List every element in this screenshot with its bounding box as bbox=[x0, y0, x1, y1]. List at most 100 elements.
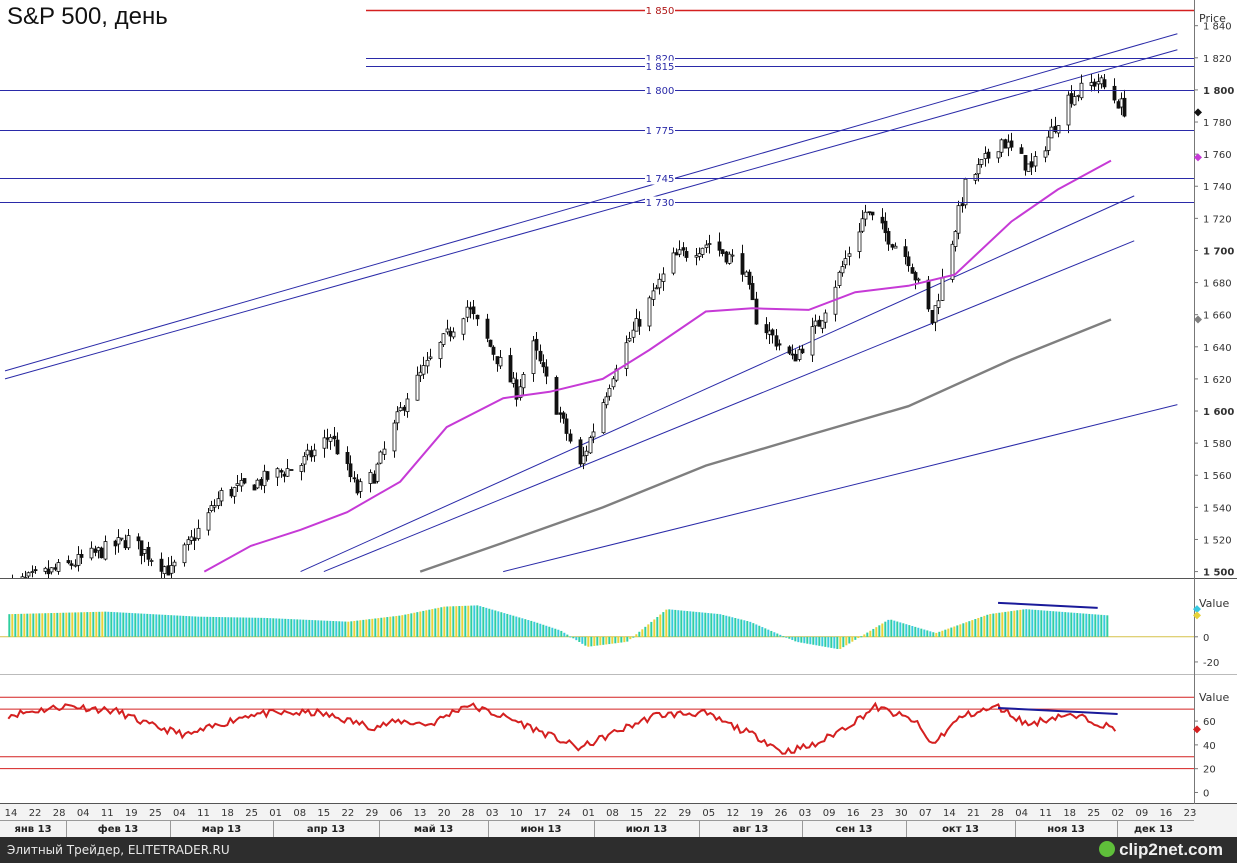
candle-body bbox=[96, 547, 101, 552]
candle-body bbox=[1049, 126, 1054, 139]
oscillator-bar bbox=[128, 612, 131, 637]
oscillator-bar bbox=[1007, 611, 1010, 637]
footer-bar: Элитный Трейдер, ELITETRADER.RU clip2net… bbox=[0, 837, 1237, 863]
oscillator-bar bbox=[443, 606, 446, 637]
candle-body bbox=[774, 335, 779, 347]
candle-body bbox=[514, 379, 519, 400]
oscillator-bar bbox=[17, 613, 20, 637]
oscillator-bar bbox=[251, 617, 254, 637]
oscillator-bar bbox=[1085, 613, 1088, 637]
time-axis-day-label: 10 bbox=[510, 808, 523, 819]
candle-body bbox=[863, 211, 868, 220]
candle-body bbox=[49, 567, 54, 573]
candle-body bbox=[275, 468, 280, 478]
candle-body bbox=[558, 412, 563, 415]
time-axis-day-label: 22 bbox=[654, 808, 667, 819]
oscillator-bar bbox=[173, 615, 176, 637]
oscillator-bar bbox=[1037, 610, 1040, 637]
oscillator-bar bbox=[143, 613, 146, 637]
candle-body bbox=[309, 450, 314, 458]
oscillator-bar bbox=[395, 615, 398, 637]
oscillator-bar bbox=[230, 617, 233, 637]
candle-body bbox=[986, 151, 991, 159]
oscillator-bar bbox=[260, 617, 263, 637]
candle-body bbox=[973, 174, 978, 181]
candle-body bbox=[1102, 79, 1107, 88]
candle-body bbox=[113, 540, 118, 547]
candle-body bbox=[976, 164, 981, 175]
candle-body bbox=[1072, 96, 1077, 106]
candle-body bbox=[777, 343, 782, 346]
oscillator-bar bbox=[377, 618, 380, 637]
candle-body bbox=[508, 355, 513, 383]
oscillator-bar bbox=[338, 621, 341, 637]
price-tick-label: 1 560 bbox=[1203, 471, 1232, 482]
oscillator-bar bbox=[464, 605, 467, 637]
oscillator-bar bbox=[44, 613, 47, 637]
oscillator-bar bbox=[380, 617, 383, 637]
oscillator-bar bbox=[1079, 613, 1082, 637]
oscillator-bar bbox=[335, 621, 338, 637]
time-axis-day-label: 29 bbox=[366, 808, 379, 819]
oscillator-bar bbox=[566, 634, 569, 637]
candle-body bbox=[700, 247, 705, 255]
oscillator-bar bbox=[1040, 610, 1043, 637]
oscillator-bar bbox=[197, 616, 200, 637]
oscillator-bar bbox=[629, 636, 632, 640]
oscillator-bar bbox=[116, 612, 119, 637]
candle-body bbox=[103, 541, 108, 560]
oscillator-marker-1 bbox=[1193, 605, 1201, 614]
moving-average-1 bbox=[203, 159, 1112, 573]
oscillator-bar bbox=[389, 616, 392, 637]
oscillator-bar bbox=[329, 620, 332, 637]
candle-body bbox=[817, 319, 822, 327]
candle-body bbox=[232, 487, 237, 497]
candle-body bbox=[382, 448, 387, 455]
oscillator-bar bbox=[977, 617, 980, 637]
oscillator-bar bbox=[293, 619, 296, 637]
oscillator-bar bbox=[437, 607, 440, 637]
oscillator-axis-label: Value bbox=[1199, 597, 1229, 610]
candle-body bbox=[136, 536, 141, 542]
oscillator-bar bbox=[542, 624, 545, 637]
oscillator-bar bbox=[962, 623, 965, 637]
oscillator-bar bbox=[572, 636, 575, 639]
oscillator-bar bbox=[776, 633, 779, 637]
oscillator-bar bbox=[68, 612, 71, 637]
time-axis-day-label: 16 bbox=[1160, 808, 1173, 819]
oscillator-bar bbox=[842, 636, 845, 648]
oscillator-bar bbox=[806, 636, 809, 644]
candle-body bbox=[461, 318, 466, 335]
level-label-1820: 1 820 bbox=[646, 54, 675, 65]
candle-body bbox=[604, 396, 609, 406]
oscillator-bar bbox=[62, 612, 65, 637]
oscillator-bar bbox=[95, 611, 98, 637]
oscillator-bar bbox=[623, 636, 626, 643]
time-axis-day-label: 04 bbox=[1015, 808, 1028, 819]
oscillator-bar bbox=[923, 629, 926, 637]
candle-body bbox=[418, 371, 423, 377]
oscillator-bar bbox=[1067, 612, 1070, 637]
price-plot-area bbox=[4, 33, 1178, 578]
candle-body bbox=[495, 356, 500, 365]
candle-body bbox=[89, 547, 94, 559]
oscillator-bar bbox=[503, 613, 506, 637]
candle-body bbox=[1003, 139, 1008, 149]
candle-body bbox=[568, 433, 573, 442]
oscillator-bar bbox=[317, 620, 320, 637]
oscillator-bar bbox=[161, 614, 164, 637]
oscillator-bar bbox=[245, 617, 248, 637]
time-axis-day-label: 08 bbox=[606, 808, 619, 819]
time-axis-day-label: 11 bbox=[197, 808, 210, 819]
candle-body bbox=[428, 356, 433, 359]
oscillator-bar bbox=[797, 636, 800, 643]
oscillator-bar bbox=[56, 612, 59, 637]
candle-body bbox=[541, 362, 546, 368]
oscillator-bar bbox=[632, 636, 635, 638]
candle-body bbox=[76, 554, 81, 566]
candle-body bbox=[289, 469, 294, 471]
level-label-1815: 1 815 bbox=[646, 62, 675, 73]
oscillator-bar bbox=[275, 618, 278, 637]
candle-body bbox=[1056, 125, 1061, 134]
candle-body bbox=[252, 484, 257, 491]
